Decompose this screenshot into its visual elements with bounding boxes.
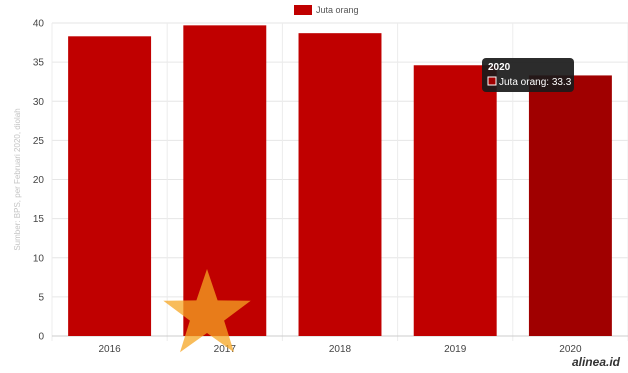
star-logo-icon	[163, 269, 251, 353]
tooltip-label: Juta orang: 33.3	[499, 77, 572, 88]
bar-2020[interactable]	[528, 75, 612, 337]
y-tick-label: 15	[33, 214, 45, 225]
bar-group	[68, 25, 612, 337]
x-tick-label: 2016	[98, 344, 121, 355]
y-tick-label: 30	[33, 97, 45, 108]
x-tick-label: 2019	[444, 344, 467, 355]
tooltip-title: 2020	[488, 62, 511, 73]
watermark: alinea.id	[571, 355, 620, 369]
bar-2019[interactable]	[413, 65, 497, 336]
y-tick-label: 40	[33, 19, 45, 30]
bar-2017[interactable]	[183, 25, 267, 336]
bar-2016[interactable]	[68, 36, 152, 337]
x-tick-label: 2017	[214, 344, 237, 355]
legend-label: Juta orang	[316, 5, 359, 15]
legend-swatch	[294, 5, 312, 15]
y-tick-label: 25	[33, 136, 45, 147]
y-tick-label: 20	[33, 175, 45, 186]
x-tick-label: 2020	[559, 344, 582, 355]
tooltip: 2020 Juta orang: 33.3	[482, 58, 574, 92]
tooltip-swatch	[487, 76, 497, 86]
y-tick-label: 5	[38, 292, 44, 303]
y-tick-label: 10	[33, 253, 45, 264]
legend[interactable]: Juta orang	[294, 5, 359, 15]
y-tick-label: 0	[38, 332, 44, 343]
y-axis-label: Sumber: BPS, per Februari 2020, diolah	[13, 108, 22, 250]
y-tick-label: 35	[33, 58, 45, 69]
bar-2018[interactable]	[298, 33, 382, 337]
x-tick-label: 2018	[329, 344, 352, 355]
x-tick-labels: 2016 2017 2018 2019 2020	[98, 344, 581, 355]
tooltip-background	[482, 58, 574, 92]
y-tick-labels: 0 5 10 15 20 25 30 35 40	[33, 19, 45, 343]
